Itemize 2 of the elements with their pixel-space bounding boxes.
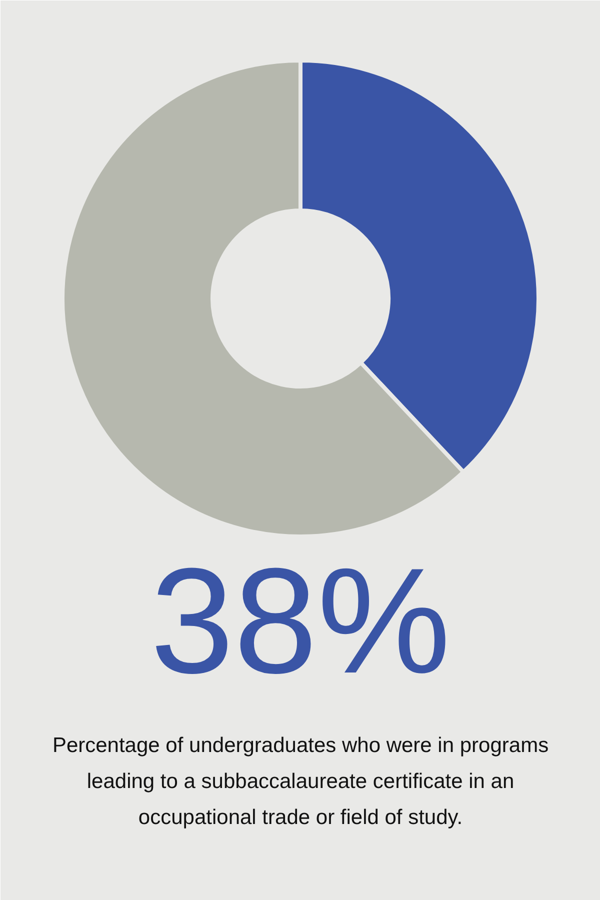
text: Percentage of undergraduates who were in programs leading to a subbaccalaureate certificate in an occupational trade or field of study. — [52, 734, 549, 829]
text: 38% — [150, 536, 451, 704]
